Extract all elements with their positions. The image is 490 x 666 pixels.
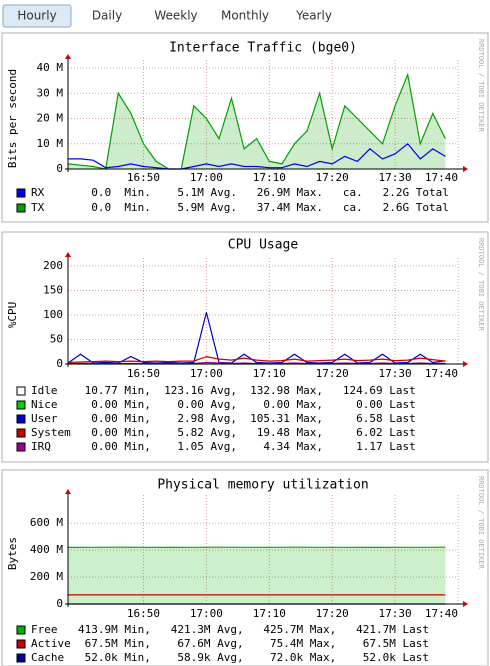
y-axis-label: Bits per second: [6, 69, 19, 168]
axis-arrow: [463, 361, 468, 367]
y-tick-label: 0: [56, 357, 63, 370]
chart-title: CPU Usage: [228, 238, 299, 253]
legend-name: System: [31, 426, 71, 439]
x-tick-label: 17:10: [253, 607, 286, 620]
watermark: RRDTOOL / TOBI OETIKER: [477, 238, 485, 332]
x-tick-label: 17:00: [190, 171, 223, 184]
legend-stats: 0.0 Min. 5.9M Avg. 37.4M Max. ca. 2.6G T…: [78, 201, 449, 214]
tab[interactable]: Monthly: [221, 9, 269, 23]
series-line: [67, 312, 446, 364]
y-tick-label: 30 M: [37, 86, 64, 99]
plot-area: [68, 258, 458, 364]
tab[interactable]: Hourly: [17, 9, 56, 23]
x-tick-label: 16:50: [127, 607, 160, 620]
x-tick-label: 17:20: [316, 367, 349, 380]
legend-name: Active: [31, 637, 71, 650]
series-line: [67, 302, 446, 316]
legend-swatch: [16, 188, 26, 198]
x-tick-label: 17:00: [190, 607, 223, 620]
legend-stats: 0.00 Min, 0.00 Avg, 0.00 Max, 0.00 Last: [78, 398, 416, 411]
legend-swatch: [16, 625, 26, 635]
legend-swatch: [16, 400, 26, 410]
x-tick-label: 16:50: [127, 171, 160, 184]
legend-stats: 413.9M Min, 421.3M Avg, 425.7M Max, 421.…: [78, 623, 429, 636]
x-tick-label: 17:10: [253, 367, 286, 380]
tab[interactable]: Daily: [92, 9, 122, 23]
chart-title: Interface Traffic (bge0): [169, 41, 357, 56]
legend-swatch: [16, 639, 26, 649]
legend-stats: 52.0k Min, 58.9k Avg, 72.0k Max, 52.0k L…: [78, 651, 429, 664]
legend-name: TX: [31, 201, 45, 214]
legend-name: Nice: [31, 398, 58, 411]
y-tick-label: 0: [56, 162, 63, 175]
y-tick-label: 150: [43, 284, 63, 297]
series-line: [67, 355, 446, 364]
tab[interactable]: Weekly: [154, 9, 197, 23]
series-line: [67, 72, 446, 170]
x-tick-label: 17:40: [425, 607, 458, 620]
x-tick-label: 17:10: [253, 171, 286, 184]
x-tick-label: 17:40: [425, 171, 458, 184]
tab-selected: [2, 4, 72, 28]
legend-swatch: [16, 653, 26, 663]
x-tick-label: 17:20: [316, 171, 349, 184]
axis-arrow: [65, 489, 71, 494]
x-tick-label: 17:40: [425, 367, 458, 380]
legend-name: Cache: [31, 651, 64, 664]
y-tick-label: 0: [56, 597, 63, 610]
x-tick-label: 17:20: [316, 607, 349, 620]
y-tick-label: 50: [50, 333, 63, 346]
x-tick-label: 17:30: [379, 171, 412, 184]
legend-stats: 67.5M Min, 67.6M Avg, 75.4M Max, 67.5M L…: [78, 637, 429, 650]
legend-name: User: [31, 412, 58, 425]
axis-arrow: [65, 252, 71, 257]
legend-name: Free: [31, 623, 58, 636]
y-tick-label: 600 M: [30, 516, 63, 529]
legend-stats: 0.00 Min, 1.05 Avg, 4.34 Max, 1.17 Last: [78, 440, 416, 453]
legend-swatch: [16, 386, 26, 396]
legend-stats: 10.77 Min, 123.16 Avg, 132.98 Max, 124.6…: [78, 384, 416, 397]
axis-arrow: [463, 166, 468, 172]
x-tick-label: 16:50: [127, 367, 160, 380]
legend-name: RX: [31, 186, 45, 199]
x-tick-label: 17:30: [379, 607, 412, 620]
chart-title: Physical memory utilization: [157, 478, 368, 493]
y-tick-label: 200: [43, 259, 63, 272]
y-tick-label: 10 M: [37, 137, 64, 150]
axis-arrow: [65, 54, 71, 59]
watermark: RRDTOOL / TOBI OETIKER: [477, 39, 485, 133]
legend-swatch: [16, 442, 26, 452]
y-axis-label: %CPU: [6, 302, 19, 329]
y-tick-label: 100: [43, 308, 63, 321]
legend-stats: 0.0 Min. 5.1M Avg. 26.9M Max. ca. 2.2G T…: [78, 186, 449, 199]
y-axis-label: Bytes: [6, 537, 19, 570]
legend-name: Idle: [31, 384, 58, 397]
legend-stats: 0.00 Min, 2.98 Avg, 105.31 Max, 6.58 Las…: [78, 412, 416, 425]
y-tick-label: 400 M: [30, 543, 63, 556]
series-line: [68, 142, 446, 170]
x-tick-label: 17:00: [190, 367, 223, 380]
series-area: [68, 74, 446, 169]
y-tick-label: 20 M: [37, 112, 64, 125]
y-tick-label: 200 M: [30, 570, 63, 583]
axis-arrow: [463, 601, 468, 607]
y-tick-label: 40 M: [37, 61, 64, 74]
tab[interactable]: Yearly: [295, 9, 332, 23]
plot-area: [68, 495, 458, 604]
legend-swatch: [16, 414, 26, 424]
series-area: [68, 547, 446, 604]
watermark: RRDTOOL / TOBI OETIKER: [477, 476, 485, 570]
legend-name: IRQ: [31, 440, 51, 453]
legend-swatch: [16, 203, 26, 213]
legend-swatch: [16, 428, 26, 438]
legend-stats: 0.00 Min, 5.82 Avg, 19.48 Max, 6.02 Last: [78, 426, 416, 439]
x-tick-label: 17:30: [379, 367, 412, 380]
